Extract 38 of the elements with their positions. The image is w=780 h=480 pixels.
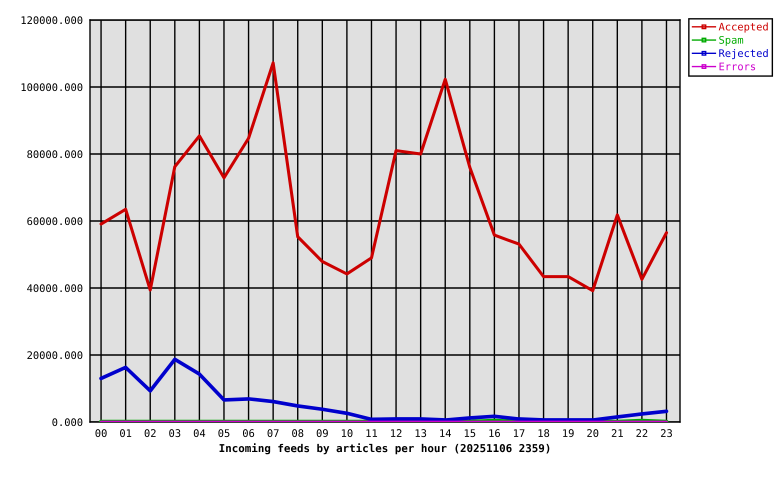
line-series: [100, 61, 668, 292]
legend-label: Errors: [720, 62, 756, 70]
x-tick-label: 20: [587, 429, 598, 438]
line-series: [99, 358, 668, 422]
x-tick-label: 05: [218, 429, 230, 438]
x-tick-label: 04: [194, 429, 206, 438]
y-tick-label: 120000.000: [22, 16, 82, 24]
x-tick-label: 16: [489, 429, 500, 438]
y-tick-label: 80000.000: [27, 150, 82, 158]
x-axis-title: Incoming feeds by articles per hour (20251106 2359): [220, 443, 550, 454]
x-tick-label: 06: [242, 429, 254, 438]
x-tick-label: 09: [316, 429, 328, 438]
legend-label: Spam: [719, 36, 744, 46]
y-tick-label: 20000.000: [27, 351, 82, 360]
legend-label: Rejected: [719, 49, 768, 60]
x-tick-label: 08: [292, 429, 304, 438]
x-tick-label: 21: [612, 429, 623, 437]
x-tick-label: 02: [144, 429, 156, 438]
y-tick-label: 100000.000: [22, 83, 82, 92]
x-tick-label: 12: [391, 429, 402, 437]
legend-label: Accepted: [718, 22, 768, 33]
x-tick-label: 13: [416, 429, 426, 438]
x-tick-label: 10: [342, 429, 352, 438]
x-tick-label: 22: [636, 429, 648, 437]
x-tick-label: 17: [514, 429, 524, 437]
x-tick-label: 18: [538, 429, 550, 438]
x-tick-label: 11: [366, 429, 378, 437]
x-tick-label: 03: [169, 429, 180, 438]
y-tick-label: 40000.000: [27, 284, 82, 292]
x-tick-label: 14: [440, 429, 452, 437]
x-tick-label: 01: [120, 429, 132, 438]
x-tick-label: 19: [563, 429, 574, 438]
x-tick-label: 23: [660, 429, 672, 438]
x-tick-label: 00: [95, 429, 107, 438]
x-tick-label: 15: [464, 429, 476, 438]
y-tick-label: 0.000: [52, 418, 82, 426]
y-tick-label: 60000.000: [27, 217, 82, 226]
x-tick-label: 07: [268, 429, 279, 438]
